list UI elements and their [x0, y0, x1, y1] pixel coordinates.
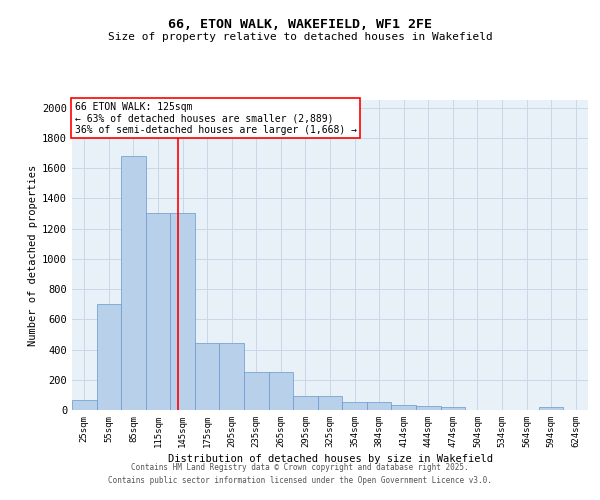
Text: Contains HM Land Registry data © Crown copyright and database right 2025.: Contains HM Land Registry data © Crown c… — [131, 464, 469, 472]
Bar — [121, 156, 146, 410]
Bar — [220, 342, 244, 410]
X-axis label: Distribution of detached houses by size in Wakefield: Distribution of detached houses by size … — [167, 454, 493, 464]
Bar — [97, 304, 121, 410]
Bar — [318, 396, 342, 410]
Bar — [539, 407, 563, 410]
Y-axis label: Number of detached properties: Number of detached properties — [28, 164, 38, 346]
Text: 66 ETON WALK: 125sqm
← 63% of detached houses are smaller (2,889)
36% of semi-de: 66 ETON WALK: 125sqm ← 63% of detached h… — [74, 102, 356, 134]
Bar — [293, 396, 318, 410]
Bar — [440, 407, 465, 410]
Text: Contains public sector information licensed under the Open Government Licence v3: Contains public sector information licen… — [108, 476, 492, 485]
Bar — [146, 214, 170, 410]
Bar — [244, 372, 269, 410]
Bar — [269, 372, 293, 410]
Bar — [391, 406, 416, 410]
Bar — [72, 400, 97, 410]
Bar — [367, 402, 391, 410]
Text: Size of property relative to detached houses in Wakefield: Size of property relative to detached ho… — [107, 32, 493, 42]
Bar — [170, 214, 195, 410]
Bar — [195, 342, 220, 410]
Bar — [416, 406, 440, 410]
Bar — [342, 402, 367, 410]
Text: 66, ETON WALK, WAKEFIELD, WF1 2FE: 66, ETON WALK, WAKEFIELD, WF1 2FE — [168, 18, 432, 30]
